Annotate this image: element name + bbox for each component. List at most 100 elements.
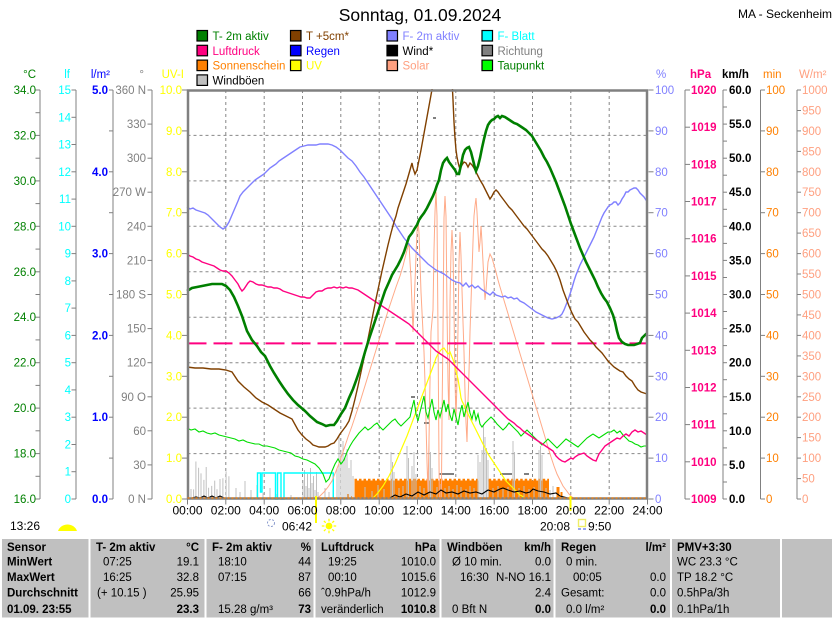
svg-text:Ø 10 min.: Ø 10 min. bbox=[452, 557, 502, 569]
svg-text:0: 0 bbox=[766, 494, 772, 506]
svg-text:300: 300 bbox=[802, 371, 821, 383]
svg-text:18.0: 18.0 bbox=[14, 449, 36, 461]
svg-text:4.0: 4.0 bbox=[166, 330, 182, 342]
svg-text:Sonntag, 01.09.2024: Sonntag, 01.09.2024 bbox=[339, 5, 502, 25]
svg-text:veränderlich: veränderlich bbox=[321, 604, 384, 616]
svg-text:20: 20 bbox=[766, 412, 779, 424]
svg-text:360 N: 360 N bbox=[115, 85, 146, 97]
svg-text:10:00: 10:00 bbox=[364, 504, 394, 518]
svg-text:0.0: 0.0 bbox=[650, 588, 666, 600]
svg-text:70: 70 bbox=[766, 208, 779, 220]
svg-text:700: 700 bbox=[802, 208, 821, 220]
svg-text:0: 0 bbox=[655, 494, 661, 506]
svg-text:l/m²: l/m² bbox=[646, 542, 667, 554]
svg-text:0.0: 0.0 bbox=[650, 572, 666, 584]
svg-text:34.0: 34.0 bbox=[14, 85, 36, 97]
svg-text:F- Blatt: F- Blatt bbox=[498, 31, 536, 43]
svg-text:50: 50 bbox=[802, 474, 815, 486]
svg-text:16:25: 16:25 bbox=[103, 572, 132, 584]
svg-text:PMV+3:30: PMV+3:30 bbox=[677, 542, 732, 554]
svg-text:24.0: 24.0 bbox=[14, 312, 36, 324]
svg-text:N-NO 16.1: N-NO 16.1 bbox=[496, 572, 551, 584]
svg-text:90: 90 bbox=[655, 126, 668, 138]
svg-text:40: 40 bbox=[655, 330, 668, 342]
svg-text:100: 100 bbox=[766, 85, 785, 97]
svg-text:WC 23.3 °C: WC 23.3 °C bbox=[677, 557, 738, 569]
svg-text:40: 40 bbox=[766, 330, 779, 342]
svg-text:hPa: hPa bbox=[415, 542, 437, 554]
svg-text:950: 950 bbox=[802, 106, 821, 118]
svg-text:30.0: 30.0 bbox=[729, 290, 751, 302]
svg-text:T +5cm*: T +5cm* bbox=[306, 31, 349, 43]
svg-text:3: 3 bbox=[65, 412, 71, 424]
svg-text:20.0: 20.0 bbox=[14, 403, 36, 415]
svg-text:TP 18.2 °C: TP 18.2 °C bbox=[677, 572, 733, 584]
svg-text:Richtung: Richtung bbox=[498, 46, 543, 58]
svg-text:°: ° bbox=[139, 69, 144, 81]
svg-text:07:15: 07:15 bbox=[218, 572, 247, 584]
svg-text:16:30: 16:30 bbox=[460, 572, 489, 584]
svg-text:18:00: 18:00 bbox=[517, 504, 547, 518]
svg-text:MA - Seckenheim: MA - Seckenheim bbox=[738, 7, 832, 21]
svg-text:0.0: 0.0 bbox=[729, 494, 745, 506]
svg-text:5.0: 5.0 bbox=[166, 290, 182, 302]
svg-text:02:00: 02:00 bbox=[211, 504, 241, 518]
svg-text:18:10: 18:10 bbox=[218, 557, 247, 569]
svg-text:9: 9 bbox=[65, 249, 71, 261]
svg-text:50: 50 bbox=[766, 290, 779, 302]
svg-text:150: 150 bbox=[802, 433, 821, 445]
svg-text:04:00: 04:00 bbox=[249, 504, 279, 518]
svg-text:10: 10 bbox=[766, 453, 779, 465]
svg-text:300: 300 bbox=[127, 153, 146, 165]
svg-text:600: 600 bbox=[802, 249, 821, 261]
svg-text:550: 550 bbox=[802, 269, 821, 281]
svg-text:400: 400 bbox=[802, 330, 821, 342]
svg-text:km/h: km/h bbox=[524, 542, 551, 554]
svg-text:Sensor: Sensor bbox=[7, 542, 47, 554]
svg-text:13: 13 bbox=[58, 140, 71, 152]
svg-text:180 S: 180 S bbox=[116, 290, 146, 302]
svg-text:90 O: 90 O bbox=[121, 392, 146, 404]
svg-text:20:08: 20:08 bbox=[540, 520, 570, 534]
svg-text:12: 12 bbox=[58, 167, 71, 179]
svg-text:ˆ0.9hPa/h: ˆ0.9hPa/h bbox=[321, 588, 371, 600]
svg-text:850: 850 bbox=[802, 146, 821, 158]
svg-text:0.0: 0.0 bbox=[92, 494, 108, 506]
svg-text:87: 87 bbox=[298, 572, 311, 584]
svg-text:°C: °C bbox=[186, 542, 199, 554]
svg-text:12:00: 12:00 bbox=[402, 504, 432, 518]
svg-text:90: 90 bbox=[766, 126, 779, 138]
svg-text:16.0: 16.0 bbox=[14, 494, 36, 506]
svg-text:13:26: 13:26 bbox=[10, 519, 40, 533]
svg-text:5.0: 5.0 bbox=[92, 85, 108, 97]
svg-text:1010.8: 1010.8 bbox=[401, 604, 437, 616]
svg-text:UV: UV bbox=[306, 61, 322, 73]
svg-text:1015.6: 1015.6 bbox=[401, 572, 436, 584]
svg-text:2: 2 bbox=[65, 440, 71, 452]
svg-text:100: 100 bbox=[655, 85, 674, 97]
svg-text:1011: 1011 bbox=[691, 420, 717, 432]
svg-text:7: 7 bbox=[65, 303, 71, 315]
svg-text:15.0: 15.0 bbox=[729, 392, 751, 404]
svg-text:3.0: 3.0 bbox=[92, 249, 108, 261]
svg-text:19.1: 19.1 bbox=[177, 557, 199, 569]
svg-text:1015: 1015 bbox=[691, 271, 717, 283]
svg-text:16:00: 16:00 bbox=[479, 504, 509, 518]
svg-text:00:00: 00:00 bbox=[172, 504, 202, 518]
svg-text:08:00: 08:00 bbox=[326, 504, 356, 518]
svg-text:9:50: 9:50 bbox=[588, 520, 612, 534]
svg-text:19:25: 19:25 bbox=[328, 557, 357, 569]
svg-text:2.0: 2.0 bbox=[166, 412, 182, 424]
svg-text:1017: 1017 bbox=[691, 197, 717, 209]
svg-text:50.0: 50.0 bbox=[729, 153, 751, 165]
svg-text:20:00: 20:00 bbox=[556, 504, 586, 518]
svg-text:330: 330 bbox=[127, 119, 146, 131]
svg-text:500: 500 bbox=[802, 290, 821, 302]
svg-text:800: 800 bbox=[802, 167, 821, 179]
svg-text:80: 80 bbox=[655, 167, 668, 179]
svg-text:20.0: 20.0 bbox=[729, 358, 751, 370]
svg-text:120: 120 bbox=[127, 358, 146, 370]
svg-text:1: 1 bbox=[65, 467, 71, 479]
svg-text:07:25: 07:25 bbox=[103, 557, 132, 569]
svg-text:60: 60 bbox=[766, 249, 779, 261]
